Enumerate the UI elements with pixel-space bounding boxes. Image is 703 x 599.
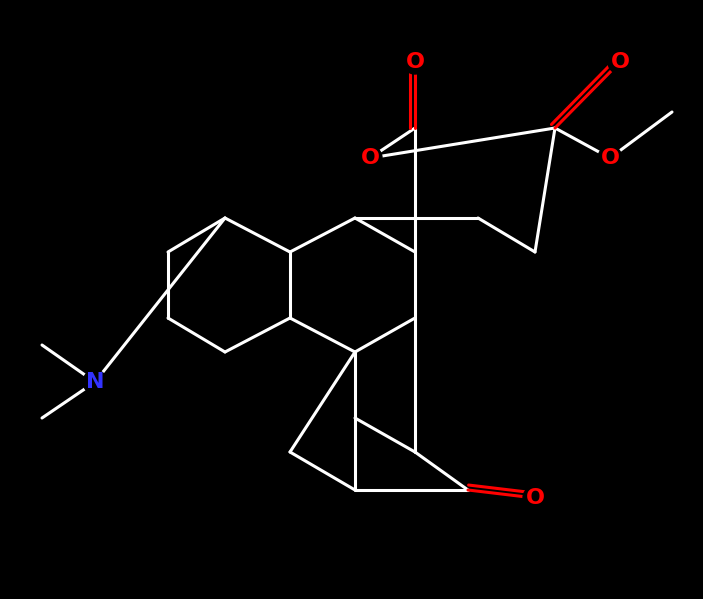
Circle shape [403,50,427,74]
Text: O: O [600,148,619,168]
Text: O: O [406,52,425,72]
Text: O: O [610,52,629,72]
Text: O: O [361,148,380,168]
Circle shape [358,146,382,170]
Circle shape [608,50,632,74]
Text: O: O [526,488,545,508]
Circle shape [598,146,622,170]
Text: N: N [86,372,104,392]
Circle shape [83,370,107,394]
Circle shape [523,486,547,510]
